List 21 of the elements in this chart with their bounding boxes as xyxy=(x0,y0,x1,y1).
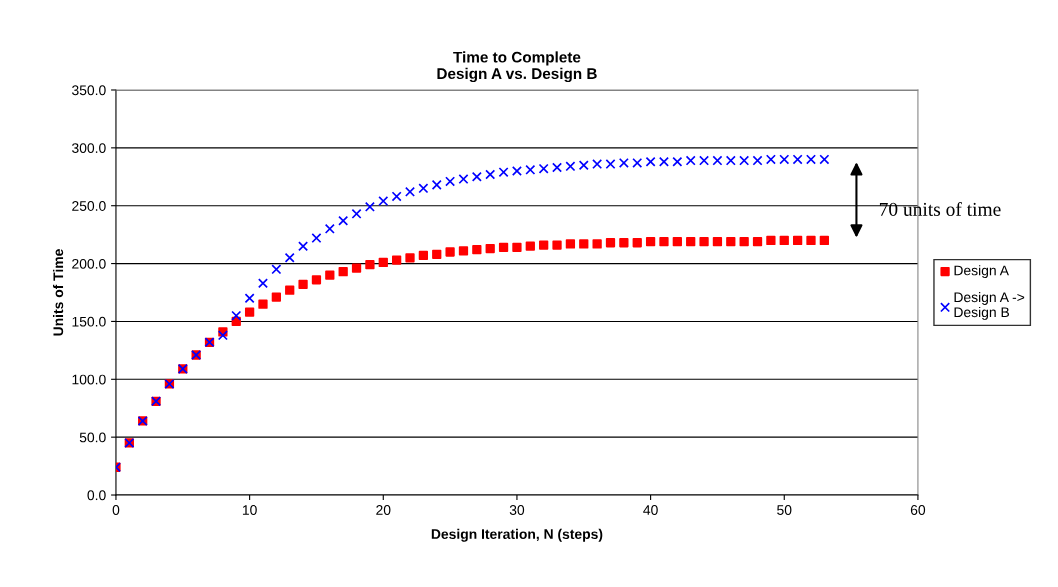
x-tick-label: 20 xyxy=(376,505,391,515)
y-tick-label: 100.0 xyxy=(72,374,106,385)
x-tick-label: 60 xyxy=(910,505,926,515)
legend-label: Design A xyxy=(954,265,1009,279)
x-tick-label: 10 xyxy=(242,505,257,515)
y-axis-title: Units of Time xyxy=(52,249,64,336)
x-tick-label: 50 xyxy=(777,505,792,515)
y-tick-label: 150.0 xyxy=(72,316,106,327)
annotation: 70 units of time xyxy=(879,202,1001,216)
y-tick-label: 300.0 xyxy=(72,143,106,154)
y-tick-label: 50.0 xyxy=(79,432,106,443)
y-tick-label: 0.0 xyxy=(87,490,106,501)
y-tick-label: 200.0 xyxy=(72,258,106,269)
legend-label: Design A -> Design B xyxy=(954,291,1025,320)
chart-title: Time to Complete Design A vs. Design B xyxy=(437,51,597,83)
y-tick-label: 250.0 xyxy=(72,201,106,211)
x-tick-label: 0 xyxy=(112,505,120,515)
y-tick-label: 350.0 xyxy=(72,85,106,96)
x-tick-label: 30 xyxy=(509,505,525,515)
x-axis-title: Design Iteration, N (steps) xyxy=(431,528,603,542)
x-tick-label: 40 xyxy=(643,505,658,515)
